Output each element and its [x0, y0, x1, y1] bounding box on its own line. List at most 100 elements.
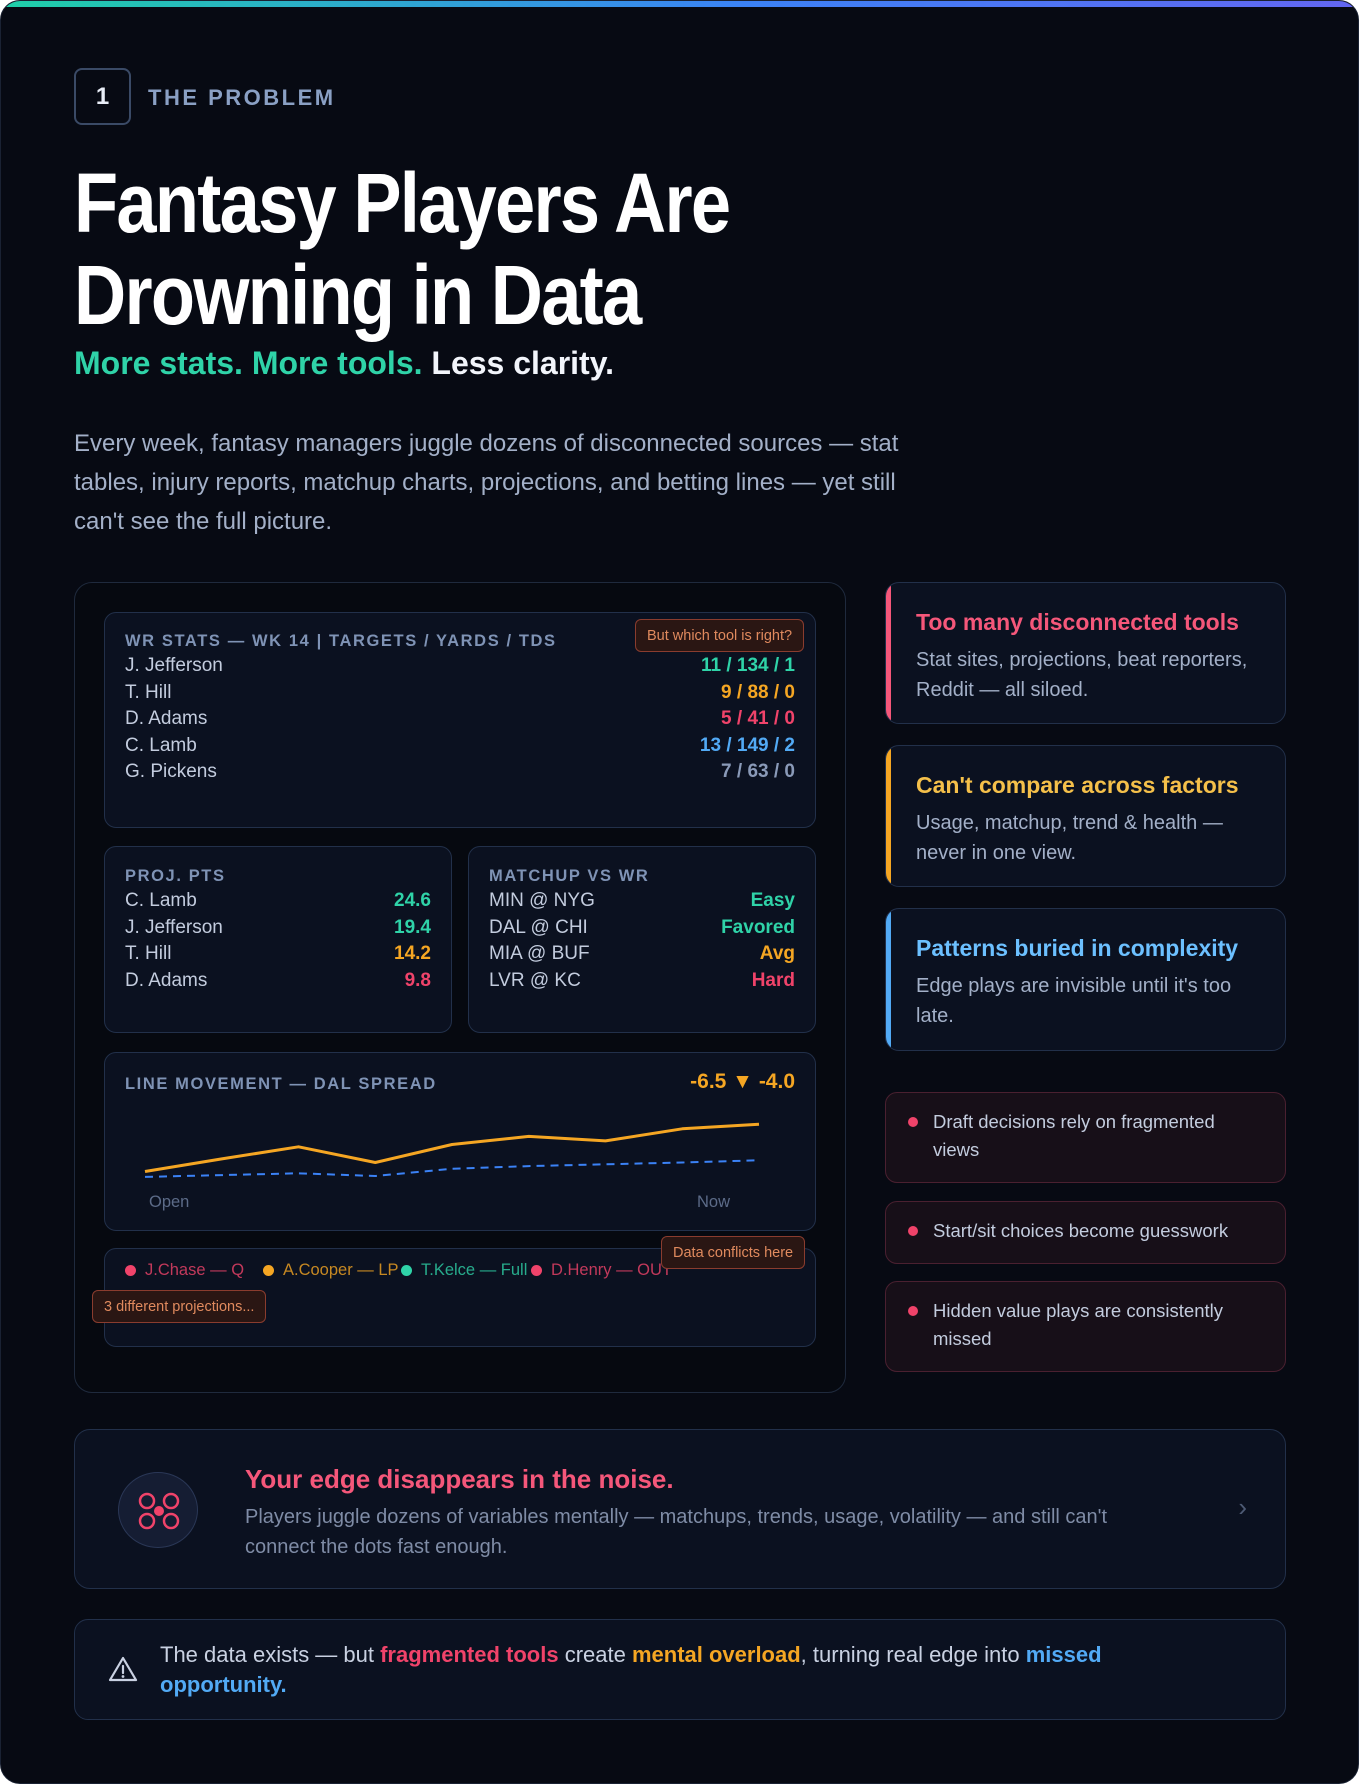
matchup-box: MATCHUP VS WR MIN @ NYG Easy DAL @ CHI Favo…	[468, 846, 816, 1033]
wr-stat-name: T. Hill	[125, 681, 172, 703]
warning-text: The data exists — but fragmented tools c…	[160, 1640, 1170, 1700]
which-tool-tag: But which tool is right?	[635, 619, 805, 652]
matchup-row: LVR @ KC Hard	[489, 966, 795, 996]
wr-stat-row: C. Lamb 13 / 149 / 2	[125, 731, 795, 761]
wr-stat-name: C. Lamb	[125, 734, 197, 756]
accent-bar	[1, 1, 1358, 7]
wr-stats-heading: WR STATS — WK 14 | TARGETS / YARDS / TDS	[125, 632, 557, 650]
matchup-name: MIA @ BUF	[489, 943, 590, 964]
warning-part: create	[558, 1642, 632, 1667]
proj-pts-value: 19.4	[394, 916, 431, 938]
wr-stat-value: 7 / 63 / 0	[721, 761, 795, 782]
line-movement-heading: LINE MOVEMENT — DAL SPREAD	[125, 1075, 437, 1093]
edge-callout[interactable]: Your edge disappears in the noise. Playe…	[74, 1429, 1286, 1589]
edge-title: Your edge disappears in the noise.	[245, 1464, 674, 1494]
matchup-name: MIN @ NYG	[489, 890, 595, 911]
x-start-label: Open	[149, 1193, 190, 1211]
proj-pts-name: J. Jefferson	[125, 916, 223, 938]
data-overload-panel: WR STATS — WK 14 | TARGETS / YARDS / TDS…	[74, 582, 846, 1393]
injury-label: A.Cooper — LP	[283, 1261, 399, 1279]
projections-tag: 3 different projections...	[92, 1290, 267, 1323]
proj-pts-row: C. Lamb 24.6	[125, 886, 431, 916]
bullet-dot	[908, 1306, 918, 1316]
chevron-right-icon[interactable]: ›	[1238, 1492, 1247, 1522]
subtitle-accent: More stats. More tools.	[74, 345, 423, 381]
data-conflict-tag: Data conflicts here	[661, 1236, 806, 1269]
injury-legend-item: T.Kelce — Full	[401, 1261, 527, 1280]
consequence-item: Hidden value plays are consistently miss…	[885, 1281, 1286, 1372]
matchup-name: LVR @ KC	[489, 969, 581, 991]
wr-stat-row: T. Hill 9 / 88 / 0	[125, 678, 795, 708]
highlight-missed: missed opportunity.	[160, 1642, 1102, 1697]
status-dot	[401, 1265, 412, 1276]
wr-stat-name: D. Adams	[125, 708, 208, 729]
proj-pts-value: 24.6	[394, 890, 431, 911]
matchup-heading: MATCHUP VS WR	[489, 867, 650, 885]
bullet-dot	[908, 1226, 918, 1236]
chart-series-line-2	[144, 1159, 760, 1178]
injury-label: J.Chase — Q	[145, 1261, 245, 1279]
spread-to: -4.0	[758, 1070, 795, 1093]
problem-card-patterns: Patterns buried in complexity Edge plays…	[885, 908, 1286, 1051]
line-movement-chart	[144, 1122, 760, 1178]
chart-series-line-1	[144, 1122, 760, 1173]
injury-legend-item: A.Cooper — LP	[263, 1261, 399, 1280]
matchup-row: MIA @ BUF Avg	[489, 939, 795, 969]
line-movement-box: LINE MOVEMENT — DAL SPREAD -6.5 ▼ -4.0 O…	[104, 1052, 816, 1231]
matchup-name: DAL @ CHI	[489, 916, 588, 938]
warning-callout: The data exists — but fragmented tools c…	[74, 1619, 1286, 1720]
wr-stat-value: 11 / 134 / 1	[700, 655, 795, 676]
matchup-value: Favored	[721, 916, 795, 938]
spread-from: -6.5	[690, 1070, 727, 1093]
consequence-text: Start/sit choices become guesswork	[933, 1220, 1229, 1241]
consequence-item: Draft decisions rely on fragmented views	[885, 1092, 1286, 1183]
problem-text: Edge plays are invisible until it's too …	[916, 975, 1232, 1027]
down-arrow-icon: ▼	[732, 1070, 753, 1093]
warning-icon	[108, 1656, 138, 1682]
wr-stat-value: 9 / 88 / 0	[721, 681, 795, 703]
subtitle: More stats. More tools. Less clarity.	[74, 345, 614, 382]
problem-title: Can't compare across factors	[916, 772, 1239, 798]
page-title: Fantasy Players Are Drowning in Data	[74, 157, 848, 341]
proj-pts-heading: PROJ. PTS	[125, 867, 226, 885]
matchup-row: MIN @ NYG Easy	[489, 886, 795, 916]
proj-pts-value: 9.8	[404, 969, 431, 991]
warning-part: The data exists — but	[160, 1642, 381, 1667]
section-label: THE PROBLEM	[148, 85, 336, 110]
wr-stat-row: D. Adams 5 / 41 / 0	[125, 704, 795, 734]
wr-stat-row: G. Pickens 7 / 63 / 0	[125, 757, 795, 787]
problem-text: Usage, matchup, trend & health — never i…	[916, 812, 1223, 864]
proj-pts-box: PROJ. PTS C. Lamb 24.6 J. Jefferson 19.4 T. …	[104, 846, 452, 1033]
problem-text: Stat sites, projections, beat reporters,…	[916, 649, 1248, 701]
problem-card-compare: Can't compare across factors Usage, matc…	[885, 745, 1286, 887]
title-line-2: Drowning in Data	[74, 248, 642, 342]
proj-pts-name: D. Adams	[125, 969, 208, 991]
wr-stat-value: 5 / 41 / 0	[721, 708, 795, 729]
proj-pts-name: T. Hill	[125, 943, 172, 964]
consequence-text: Draft decisions rely on fragmented views	[933, 1111, 1215, 1160]
proj-pts-value: 14.2	[394, 943, 431, 964]
scatter-nodes-svg	[138, 1492, 180, 1530]
proj-pts-row: T. Hill 14.2	[125, 939, 431, 969]
wr-stat-value: 13 / 149 / 2	[699, 734, 795, 756]
injury-legend-item: D.Henry — OUT	[531, 1261, 672, 1280]
matchup-row: DAL @ CHI Favored	[489, 913, 795, 943]
consequence-text: Hidden value plays are consistently miss…	[933, 1300, 1223, 1349]
matchup-value: Avg	[759, 943, 795, 964]
accent-stripe	[886, 583, 891, 723]
proj-pts-name: C. Lamb	[125, 890, 197, 911]
matchup-value: Easy	[750, 890, 795, 911]
spread-change: -6.5 ▼ -4.0	[690, 1070, 795, 1094]
problem-title: Patterns buried in complexity	[916, 935, 1239, 961]
injury-label: D.Henry — OUT	[551, 1261, 673, 1279]
wr-stat-row: J. Jefferson 11 / 134 / 1	[125, 651, 795, 681]
consequence-item: Start/sit choices become guesswork	[885, 1201, 1286, 1264]
edge-text: Players juggle dozens of variables menta…	[245, 1506, 1108, 1558]
wr-stat-name: J. Jefferson	[125, 655, 223, 676]
warning-part: , turning real edge into	[800, 1642, 1026, 1667]
scatter-nodes-icon	[118, 1472, 198, 1548]
injury-legend-item: J.Chase — Q	[125, 1261, 244, 1280]
status-dot	[125, 1265, 136, 1276]
highlight-fragmented: fragmented tools	[380, 1642, 559, 1667]
